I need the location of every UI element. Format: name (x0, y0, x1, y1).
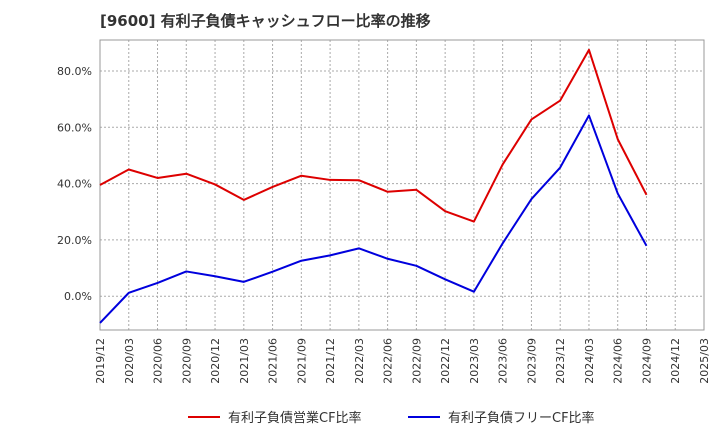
x-tick-label: 2020/12 (209, 338, 222, 384)
x-tick-label: 2023/06 (497, 338, 510, 384)
x-tick-label: 2019/12 (94, 338, 107, 384)
legend-label-1: 有利子負債営業CF比率 (228, 410, 362, 426)
x-tick-label: 2022/12 (439, 338, 452, 384)
series-layer (99, 48, 648, 324)
y-tick-label: 20.0% (57, 234, 92, 247)
legend-label-2: 有利子負債フリーCF比率 (448, 410, 595, 426)
series-line-1 (99, 48, 648, 223)
y-tick-label: 80.0% (57, 65, 92, 78)
y-tick-label: 60.0% (57, 121, 92, 134)
x-tick-label: 2023/12 (554, 338, 567, 384)
x-tick-label: 2021/12 (324, 338, 337, 384)
x-tick-label: 2021/06 (267, 338, 280, 384)
x-tick-label: 2025/03 (698, 338, 711, 384)
x-tick-label: 2021/09 (295, 338, 308, 384)
x-tick-label: 2024/09 (640, 338, 653, 384)
x-tick-label: 2023/09 (525, 338, 538, 384)
x-tick-label: 2021/03 (238, 338, 251, 384)
x-tick-label: 2020/03 (123, 338, 136, 384)
series-line-2 (99, 114, 648, 324)
x-tick-label: 2022/09 (410, 338, 423, 384)
x-tick-label: 2024/03 (583, 338, 596, 384)
x-tick-label: 2022/03 (353, 338, 366, 384)
y-tick-label: 0.0% (64, 290, 92, 303)
chart-title: [9600] 有利子負債キャッシュフロー比率の推移 (100, 12, 431, 30)
x-tick-label: 2024/12 (669, 338, 682, 384)
y-axis-tick-labels: 0.0% 20.0% 40.0% 60.0% 80.0% (57, 65, 92, 303)
y-tick-label: 40.0% (57, 178, 92, 191)
x-axis-tick-labels: 2019/12 2020/03 2020/06 2020/09 2020/12 2021/… (94, 338, 711, 384)
x-tick-label: 2023/03 (468, 338, 481, 384)
legend: 有利子負債営業CF比率 有利子負債フリーCF比率 (188, 410, 595, 426)
plot-frame (99, 39, 705, 331)
grid (100, 40, 704, 330)
x-tick-label: 2020/09 (180, 338, 193, 384)
x-tick-label: 2022/06 (382, 338, 395, 384)
x-tick-label: 2024/06 (612, 338, 625, 384)
x-tick-label: 2020/06 (152, 338, 165, 384)
